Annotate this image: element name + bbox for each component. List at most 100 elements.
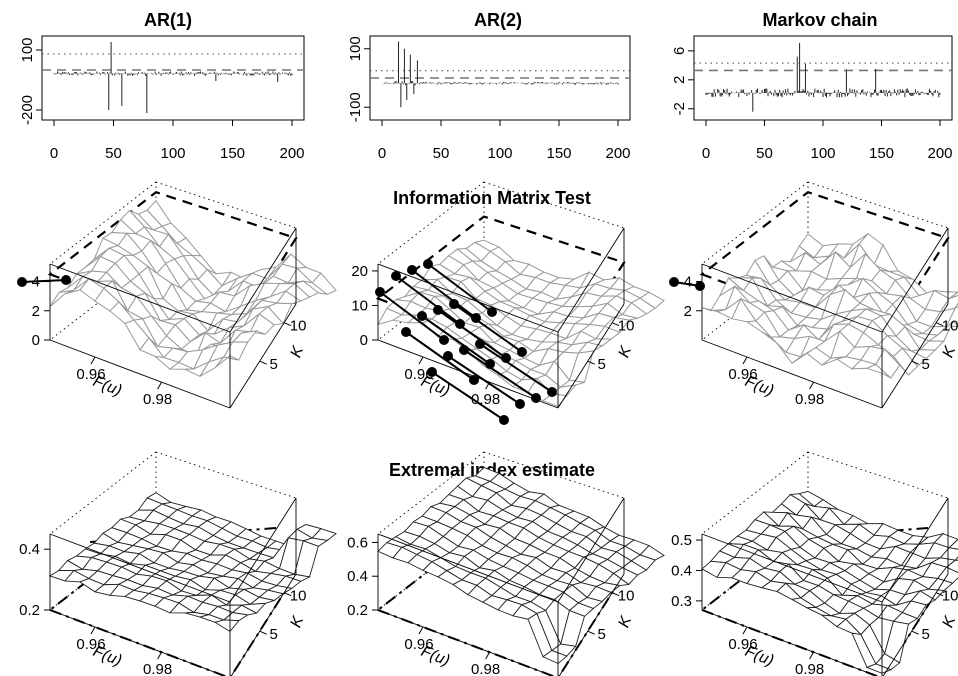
chart-title-markov: Markov chain: [762, 10, 877, 30]
k-tick-mark: [259, 630, 267, 635]
k-tick-label: 10: [618, 588, 635, 605]
k-tick-label: 5: [598, 356, 606, 373]
x-tick-label: 150: [869, 145, 894, 162]
marked-link: [21, 279, 67, 283]
surface-facet: [948, 538, 958, 550]
z-tick-label: 0.6: [347, 534, 368, 551]
axis-label-fu: F(u): [419, 373, 453, 400]
plot-frame: [693, 35, 953, 121]
surface-facet: [214, 355, 240, 369]
axis-label-fu: F(u): [91, 373, 125, 400]
fu-tick-label: 0.96: [728, 366, 757, 383]
k-tick-mark: [283, 592, 292, 597]
surface-plots: 0 2 4 0.96 0.98 F(u) 5 10 K 0 10 20 0.96 0.98 F(u) 5 10 K…: [17, 181, 958, 676]
axis-label-k: K: [288, 613, 308, 630]
marked-link: [453, 303, 523, 353]
fu-tick-mark: [157, 651, 163, 660]
z-tick-label: 0.4: [347, 568, 368, 585]
fu-tick-label: 0.96: [404, 636, 433, 653]
surface-facet: [541, 393, 568, 408]
y-tick-label: 100: [19, 37, 36, 62]
x-tick-label: 200: [279, 145, 304, 162]
surface-facet: [542, 650, 568, 665]
box-front-edge: [701, 533, 883, 603]
axis-label-fu: F(u): [91, 643, 125, 670]
marked-link: [411, 269, 477, 319]
marked-link: [379, 291, 445, 341]
k-tick-mark: [935, 592, 944, 597]
ts-panel-ts-ar2: 0 50 100 150 200 100 -100: [347, 35, 631, 162]
box-front-edge: [701, 339, 883, 409]
box-front-edge: [377, 263, 559, 333]
fu-tick-mark: [418, 626, 424, 635]
x-tick-label: 150: [220, 145, 245, 162]
chart-title-ar1: AR(1): [144, 10, 192, 30]
marked-point: [695, 281, 705, 291]
marked-link: [437, 309, 507, 359]
surface-panel-imt-markov: 2 4 0.96 0.98 F(u) 5 10 K: [669, 181, 958, 409]
k-tick-label: 10: [942, 318, 958, 335]
highlighted-block: [375, 259, 557, 425]
fu-tick-mark: [485, 651, 491, 660]
box-front-edge: [229, 303, 297, 409]
marked-link: [431, 371, 505, 421]
surface-panel-imt-ar2: 0 10 20 0.96 0.98 F(u) 5 10 K: [351, 181, 665, 425]
x-tick-label: 100: [487, 145, 512, 162]
ts-panel-ts-markov: 0 50 100 150 200 6 2 -2: [671, 35, 953, 162]
fu-tick-label: 0.98: [143, 661, 172, 676]
box-front-edge: [49, 339, 231, 409]
fu-tick-label: 0.98: [471, 661, 500, 676]
fu-tick-label: 0.96: [76, 366, 105, 383]
box-front-edge: [229, 227, 297, 333]
marked-point: [61, 275, 71, 285]
fu-tick-label: 0.98: [795, 391, 824, 408]
z-tick-label: 0.4: [19, 541, 40, 558]
fu-tick-mark: [418, 356, 424, 365]
axis-label-k: K: [288, 343, 308, 360]
z-tick-label: 4: [32, 274, 40, 291]
box-front-edge: [881, 227, 949, 333]
box-front-edge: [557, 303, 625, 409]
x-tick-label: 100: [810, 145, 835, 162]
marked-link: [395, 275, 461, 325]
surface-facet: [948, 291, 958, 300]
k-tick-label: 10: [290, 588, 307, 605]
surface-panel-ei-ar2: 0.2 0.4 0.6 0.96 0.98 F(u) 5 10 K: [347, 451, 665, 676]
k-tick-mark: [587, 360, 595, 365]
fu-tick-label: 0.98: [795, 661, 824, 676]
box-front-edge: [49, 609, 226, 676]
fu-tick-label: 0.96: [728, 636, 757, 653]
k-tick-label: 5: [270, 356, 278, 373]
marked-link: [463, 349, 537, 399]
box-front-edge: [377, 609, 554, 676]
marked-link: [421, 315, 491, 365]
axis-label-fu: F(u): [419, 643, 453, 670]
x-tick-label: 50: [433, 145, 450, 162]
z-tick-label: 10: [351, 297, 368, 314]
box-back-edge: [155, 451, 297, 499]
k-tick-label: 5: [922, 356, 930, 373]
box-front-edge: [377, 339, 559, 409]
surface-facet: [213, 619, 240, 633]
axis-label-fu: F(u): [743, 643, 777, 670]
time-series-row: 0 50 100 150 200 100 -200 0 50 100 150 200 100 -100 0 5…: [19, 35, 953, 162]
box-back-edge: [701, 181, 809, 265]
k-tick-mark: [911, 360, 919, 365]
x-tick-label: 50: [756, 145, 773, 162]
marked-point: [17, 277, 27, 287]
surface-panel-ei-markov: 0.3 0.4 0.5 0.96 0.98 F(u) 5 10 K: [671, 451, 958, 676]
k-tick-label: 5: [922, 626, 930, 643]
fu-tick-mark: [90, 626, 96, 635]
section-title-extremal: Extremal index estimate: [389, 460, 595, 480]
y-tick-label: -100: [347, 92, 364, 122]
fu-tick-mark: [809, 651, 815, 660]
fu-tick-label: 0.98: [143, 391, 172, 408]
section-title-info-matrix: Information Matrix Test: [393, 188, 591, 208]
box-front-edge: [701, 609, 878, 676]
axis-label-fu: F(u): [743, 373, 777, 400]
ts-panel-ts-ar1: 0 50 100 150 200 100 -200: [19, 35, 305, 162]
fu-tick-label: 0.96: [76, 636, 105, 653]
fu-tick-mark: [742, 626, 748, 635]
z-tick-label: 0.2: [347, 602, 368, 619]
